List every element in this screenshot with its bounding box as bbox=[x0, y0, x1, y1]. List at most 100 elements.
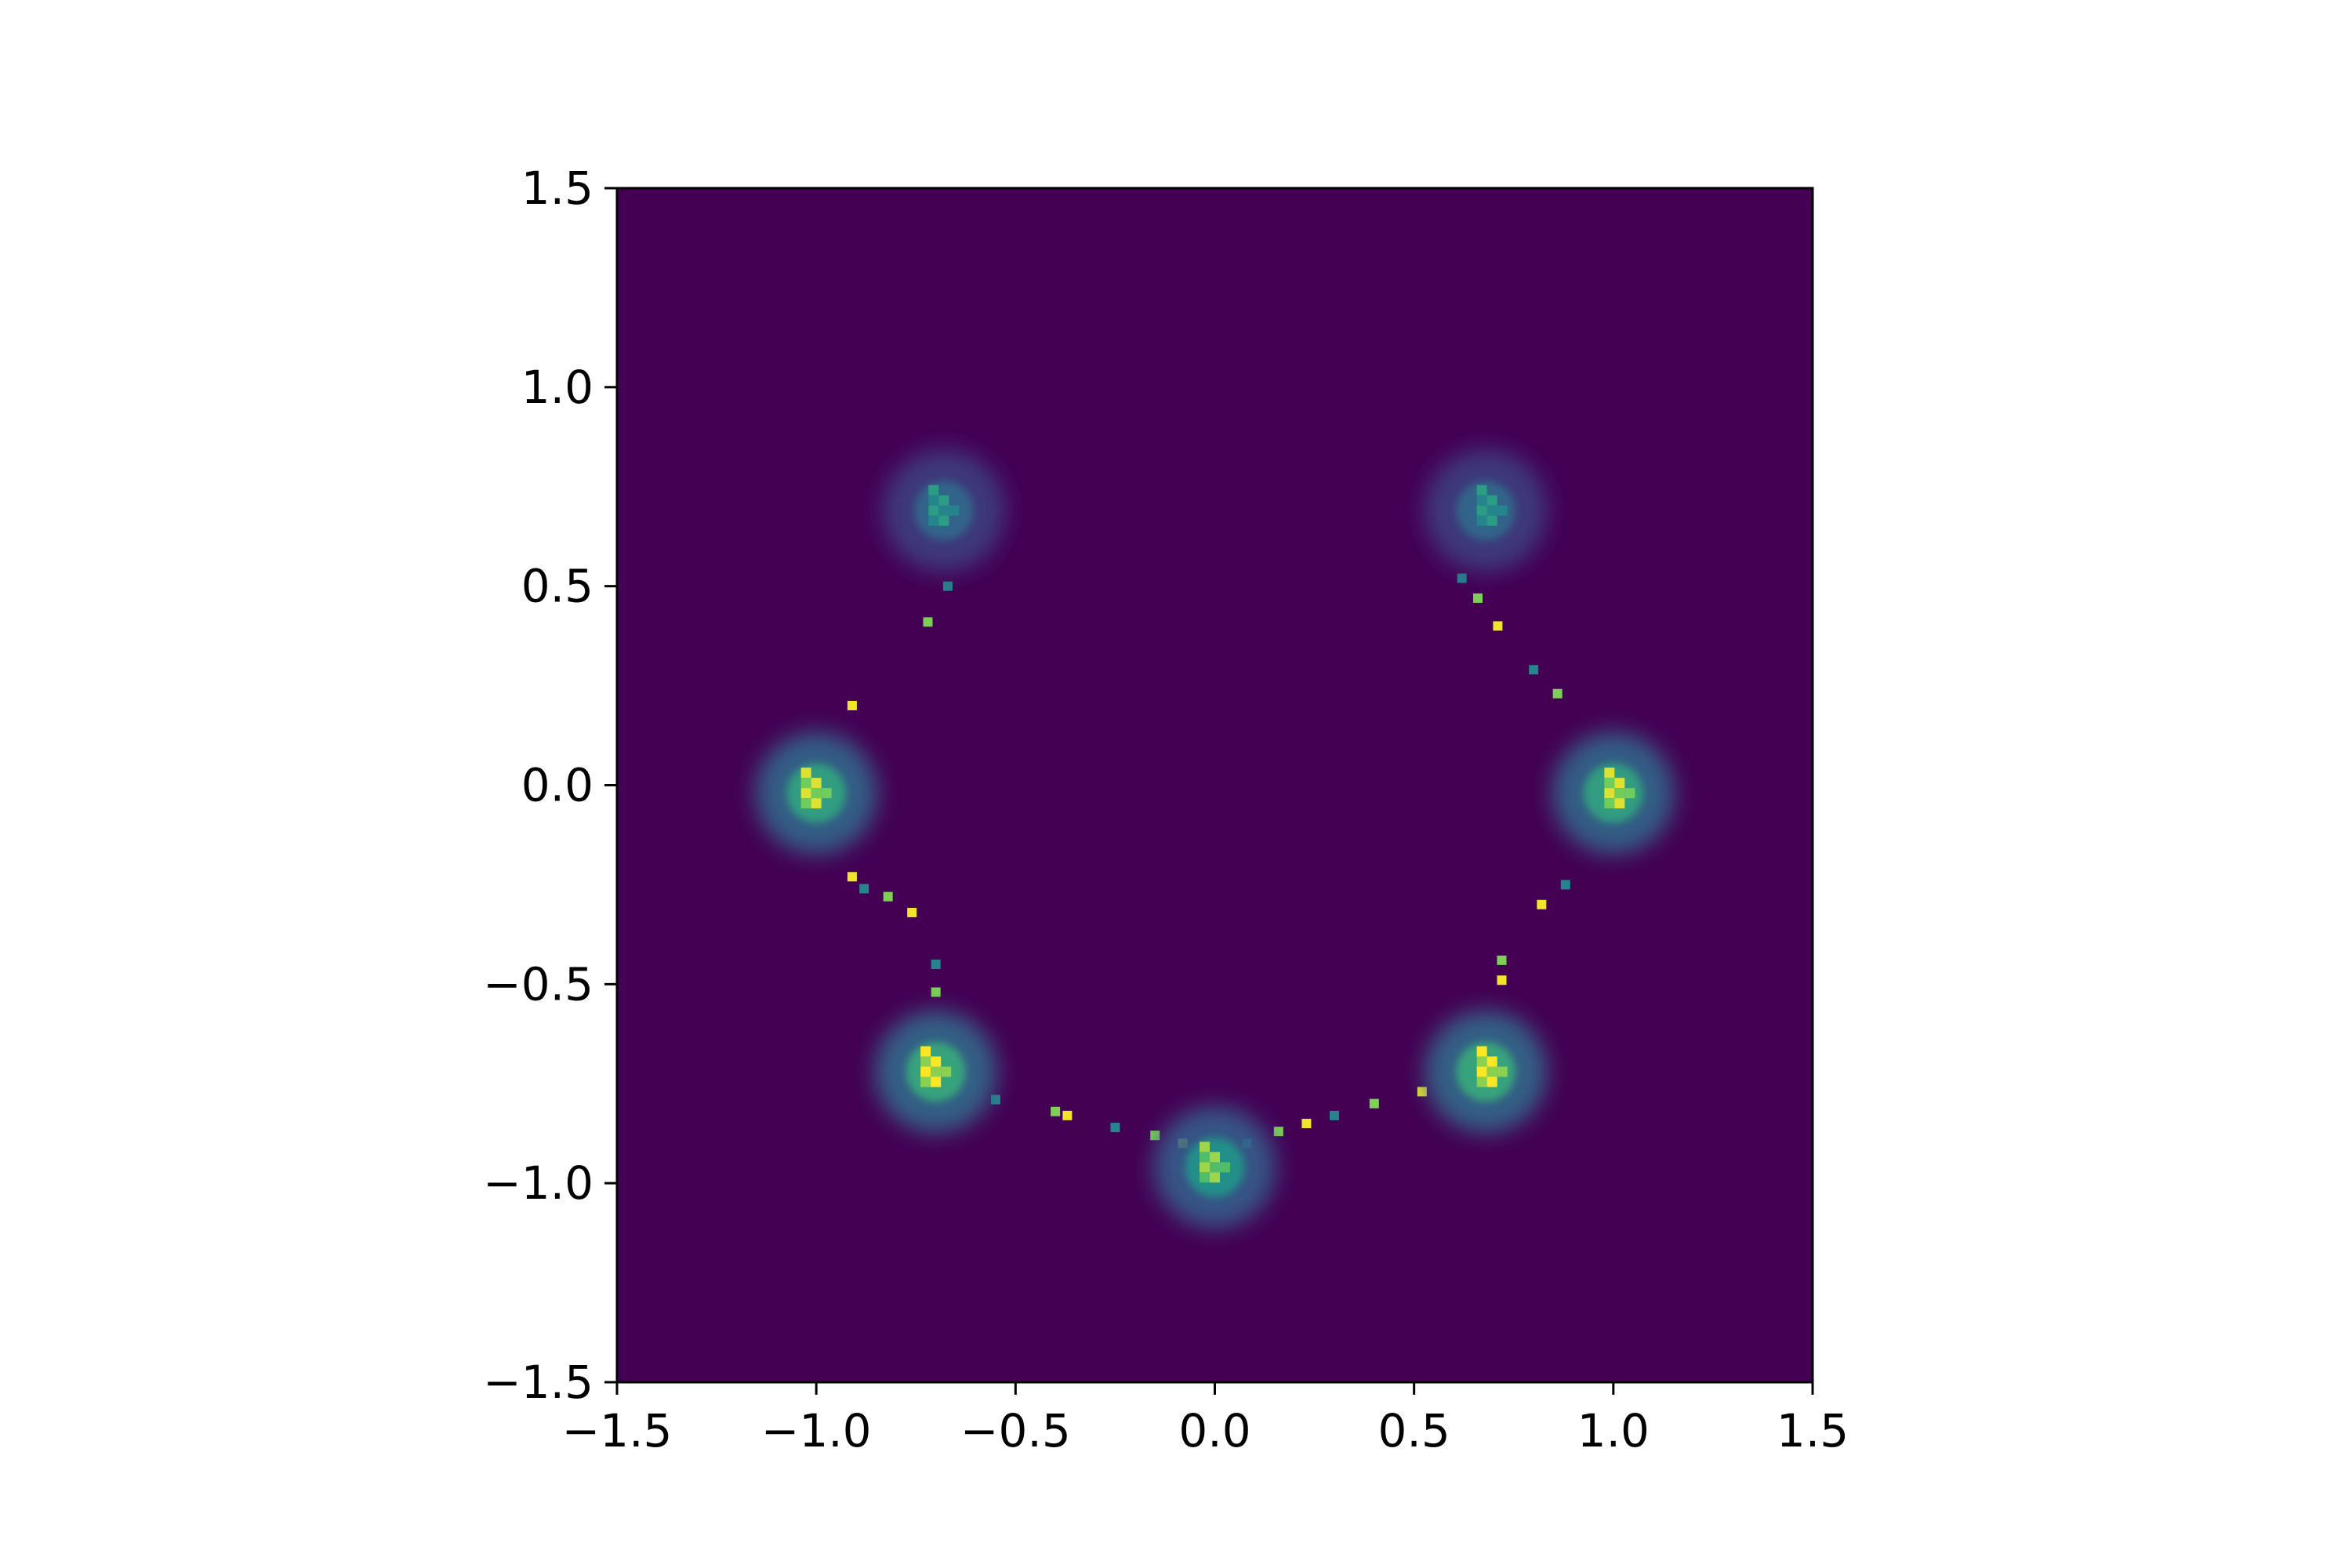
hotspot-cell bbox=[811, 798, 822, 809]
hotspot-cell bbox=[931, 1076, 942, 1087]
trail-cell bbox=[847, 700, 857, 710]
hotspot-cell bbox=[938, 505, 949, 516]
hotspot-cell bbox=[938, 495, 949, 506]
trail-cell bbox=[1552, 688, 1563, 699]
hotspot-cell bbox=[1220, 1162, 1230, 1173]
hotspot-cell bbox=[1486, 1056, 1497, 1067]
x-tick-label: −1.0 bbox=[761, 1404, 872, 1457]
trail-cell bbox=[1417, 1087, 1427, 1097]
hotspot-cell bbox=[931, 1066, 942, 1077]
trail-cell bbox=[1273, 1127, 1283, 1137]
trail-cell bbox=[1369, 1098, 1379, 1109]
y-tick-label: −1.5 bbox=[483, 1356, 593, 1409]
hotspot-cell bbox=[920, 1076, 931, 1087]
trail-cell bbox=[1330, 1110, 1339, 1120]
trail-cell bbox=[883, 891, 893, 902]
hotspot-cell bbox=[1210, 1152, 1220, 1163]
trail-cell bbox=[923, 617, 933, 627]
trail-cell bbox=[1529, 665, 1539, 675]
trail-cell bbox=[942, 581, 953, 591]
hotspot-cell bbox=[1476, 515, 1487, 526]
hotspot-cell bbox=[1200, 1172, 1210, 1183]
trail-cell bbox=[1051, 1106, 1061, 1116]
hotspot-cell bbox=[1497, 505, 1508, 516]
hotspot-cell bbox=[1486, 495, 1497, 506]
hotspot-cell bbox=[811, 788, 822, 799]
y-axis: −1.5 −1.0 −0.5 0.0 0.5 1.0 1.5 bbox=[483, 162, 617, 1409]
trail-cell bbox=[1497, 955, 1507, 965]
hotspot-cell bbox=[928, 485, 939, 495]
hotspot-cell bbox=[1614, 788, 1625, 799]
hotspot-cell bbox=[1476, 1056, 1487, 1067]
trail-cell bbox=[859, 884, 869, 894]
trail-cell bbox=[907, 907, 917, 917]
y-tick-label: 1.5 bbox=[521, 162, 593, 215]
trail-cell bbox=[931, 959, 941, 969]
hotspot-cell bbox=[938, 515, 949, 526]
trail-cell bbox=[1497, 975, 1507, 985]
hotspot-cell bbox=[1476, 1066, 1487, 1077]
hotspot-cell bbox=[1200, 1142, 1210, 1152]
hotspot-cell bbox=[928, 505, 939, 516]
hotspot-cell bbox=[811, 778, 822, 789]
hotspot-cell bbox=[800, 778, 811, 789]
hotspot-cell bbox=[931, 1056, 942, 1067]
y-tick-label: −1.0 bbox=[483, 1156, 593, 1210]
hotspot-cell bbox=[1476, 505, 1487, 516]
hotspot-cell bbox=[1476, 485, 1487, 495]
hotspot-cell bbox=[928, 515, 939, 526]
hotspot-cell bbox=[949, 505, 960, 516]
hotspot-cell bbox=[920, 1066, 931, 1077]
hotspot-cell bbox=[1210, 1172, 1220, 1183]
hotspot-cell bbox=[800, 798, 811, 809]
y-tick-label: 1.0 bbox=[521, 361, 593, 414]
hotspot-cell bbox=[1476, 495, 1487, 506]
hotspot-cell bbox=[920, 1056, 931, 1067]
x-tick-label: 1.5 bbox=[1777, 1404, 1849, 1457]
hotspot-cell bbox=[1486, 1066, 1497, 1077]
hotspot-cell bbox=[1604, 798, 1615, 809]
hotspot-cell bbox=[1476, 1046, 1487, 1057]
x-tick-label: 0.0 bbox=[1178, 1404, 1250, 1457]
trail-cell bbox=[1473, 593, 1483, 603]
y-tick-label: 0.5 bbox=[521, 560, 593, 613]
x-tick-label: −1.5 bbox=[562, 1404, 673, 1457]
trail-cell bbox=[847, 872, 857, 882]
trail-cell bbox=[1493, 621, 1503, 631]
trail-cell bbox=[1537, 899, 1547, 909]
hotspot-cell bbox=[920, 1046, 931, 1057]
y-tick-label: −0.5 bbox=[483, 957, 593, 1011]
hotspot-cell bbox=[1614, 778, 1625, 789]
hotspot-cell bbox=[1497, 1066, 1508, 1077]
trail-cell bbox=[1110, 1123, 1120, 1133]
trail-cell bbox=[1301, 1119, 1312, 1129]
trail-cell bbox=[931, 987, 941, 997]
hotspot-cell bbox=[1486, 1076, 1497, 1087]
hotspot-cell bbox=[1604, 788, 1615, 799]
hotspot-cell bbox=[1604, 768, 1615, 779]
trail-cell bbox=[1062, 1110, 1073, 1120]
hotspot-cell bbox=[821, 788, 832, 799]
y-tick-label: 0.0 bbox=[521, 759, 593, 812]
hotspot-cell bbox=[1210, 1162, 1220, 1173]
hotspot-cell bbox=[800, 768, 811, 779]
hotspot-cell bbox=[1200, 1162, 1210, 1173]
hotspot-cell bbox=[1614, 798, 1625, 809]
hotspot-cell bbox=[1200, 1152, 1210, 1163]
x-tick-label: 1.0 bbox=[1577, 1404, 1650, 1457]
hotspot-cell bbox=[928, 495, 939, 506]
heatmap-layer bbox=[755, 449, 1675, 1229]
hotspot-cell bbox=[1486, 505, 1497, 516]
trail-cell bbox=[1560, 880, 1570, 890]
hotspot-cell bbox=[1604, 778, 1615, 789]
x-tick-label: −0.5 bbox=[960, 1404, 1071, 1457]
trail-cell bbox=[990, 1094, 1000, 1105]
x-axis: −1.5 −1.0 −0.5 0.0 0.5 1.0 1.5 bbox=[562, 1382, 1849, 1457]
hotspot-cell bbox=[1624, 788, 1635, 799]
hotspot-cell bbox=[941, 1066, 952, 1077]
x-tick-label: 0.5 bbox=[1378, 1404, 1450, 1457]
hotspot-cell bbox=[1476, 1076, 1487, 1087]
trail-cell bbox=[1150, 1131, 1160, 1141]
hotspot-cell bbox=[800, 788, 811, 799]
